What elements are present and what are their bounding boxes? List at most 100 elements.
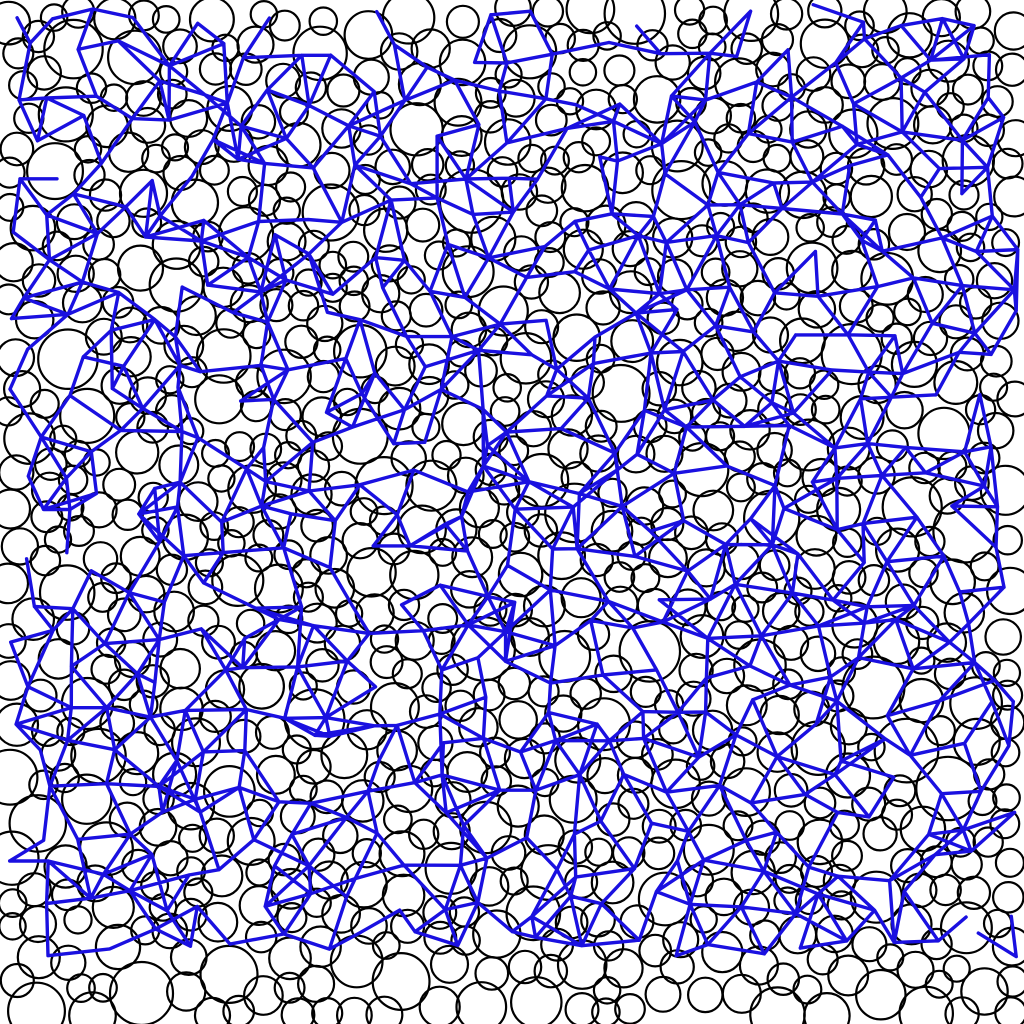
disk-outline (831, 560, 867, 595)
disk-outline (410, 148, 445, 182)
disk-outline (0, 748, 39, 806)
disk-outline (678, 422, 707, 452)
disk-outline (655, 338, 704, 387)
disk-outline (222, 994, 256, 1024)
disk-outline (100, 366, 139, 405)
disk-outline (675, 680, 712, 717)
disk-outline (507, 949, 543, 985)
disk-outline (498, 700, 539, 740)
disk-outline (822, 183, 851, 212)
disk-outline (201, 438, 231, 468)
disk-outline (337, 240, 370, 273)
disk-outline (492, 372, 522, 403)
disk-outline (517, 143, 547, 174)
disk-outline (739, 279, 777, 317)
disk-outline (948, 179, 980, 211)
disk-outline (498, 435, 530, 467)
disk-outline (80, 491, 118, 529)
disk-outline (196, 328, 252, 384)
disk-outline (884, 583, 922, 621)
disk-outline (75, 72, 108, 104)
disk-outline (87, 257, 122, 292)
disk-outline (255, 754, 296, 795)
disk-outline (607, 83, 639, 115)
disk-outline (880, 143, 914, 176)
disk-outline (908, 451, 941, 485)
disk-outline (387, 588, 421, 622)
disk-outline (431, 439, 462, 471)
disk-outline (159, 647, 202, 690)
disk-outline (560, 577, 602, 619)
disk-outline (979, 464, 1024, 516)
disk-outline (99, 705, 136, 742)
disk-outline (338, 290, 371, 323)
disk-outline (0, 623, 27, 659)
disk-outline (686, 976, 724, 1014)
disk-outline (862, 816, 898, 852)
disk-outline (198, 154, 230, 186)
disk-outline (295, 748, 332, 785)
disk-outline (547, 428, 589, 470)
disk-outline (756, 731, 799, 773)
disk-outline (533, 953, 569, 989)
disk-outline (106, 597, 142, 633)
disk-outline (141, 515, 170, 545)
disk-outline (992, 524, 1023, 556)
disk-outline (84, 317, 123, 356)
disk-outline (584, 409, 618, 443)
disk-outline (16, 935, 61, 980)
disk-outline (193, 996, 232, 1024)
disk-outline (906, 275, 944, 314)
disk-outline (338, 265, 370, 297)
disk-outline (866, 96, 920, 150)
disk-outline (678, 652, 714, 689)
disk-outline (949, 676, 1003, 730)
disk-outline (56, 254, 95, 293)
disk-outline (26, 142, 84, 201)
disk-outline (972, 826, 1004, 858)
disk-outline (458, 706, 499, 748)
disk-outline (880, 798, 914, 831)
disk-outline (534, 103, 568, 137)
disk-outline (942, 954, 971, 983)
disk-outline (704, 877, 744, 917)
disk-outline (350, 907, 388, 945)
disk-outline (824, 752, 872, 799)
disk-outline (865, 303, 895, 333)
disk-outline (503, 737, 546, 780)
disk-outline (76, 864, 115, 903)
disk-outline (760, 22, 795, 57)
disk-outline (414, 173, 447, 206)
disk-outline (960, 967, 1009, 1016)
disk-outline (939, 901, 993, 955)
disk-outline (924, 714, 957, 747)
disk-outline (632, 75, 682, 124)
disk-outline (810, 394, 841, 425)
disk-outline (610, 319, 655, 364)
disk-outline (636, 29, 669, 62)
disk-outline (380, 300, 412, 332)
disk-outline (21, 19, 56, 54)
disk-outline (654, 44, 691, 81)
disk-outline (537, 359, 568, 390)
disk-outline (217, 528, 246, 558)
disk-outline (429, 944, 470, 984)
disk-outline (592, 21, 622, 51)
disk-outline (584, 837, 614, 867)
disk-outline (991, 228, 1021, 258)
disk-outline (650, 506, 685, 542)
disk-outline (280, 997, 316, 1024)
disk-outline (565, 0, 616, 35)
disk-outline (178, 823, 208, 853)
disk-outline (275, 171, 307, 203)
disk-outline (455, 981, 508, 1024)
disk-outline (163, 324, 205, 366)
disk-outline (224, 431, 256, 463)
disk-outline (140, 871, 170, 901)
disk-outline (725, 102, 757, 134)
disk-outline (62, 514, 95, 547)
disk-outline (943, 263, 975, 295)
disk-outline (215, 308, 247, 339)
disk-outline (451, 536, 494, 579)
disk-outline (592, 975, 622, 1005)
